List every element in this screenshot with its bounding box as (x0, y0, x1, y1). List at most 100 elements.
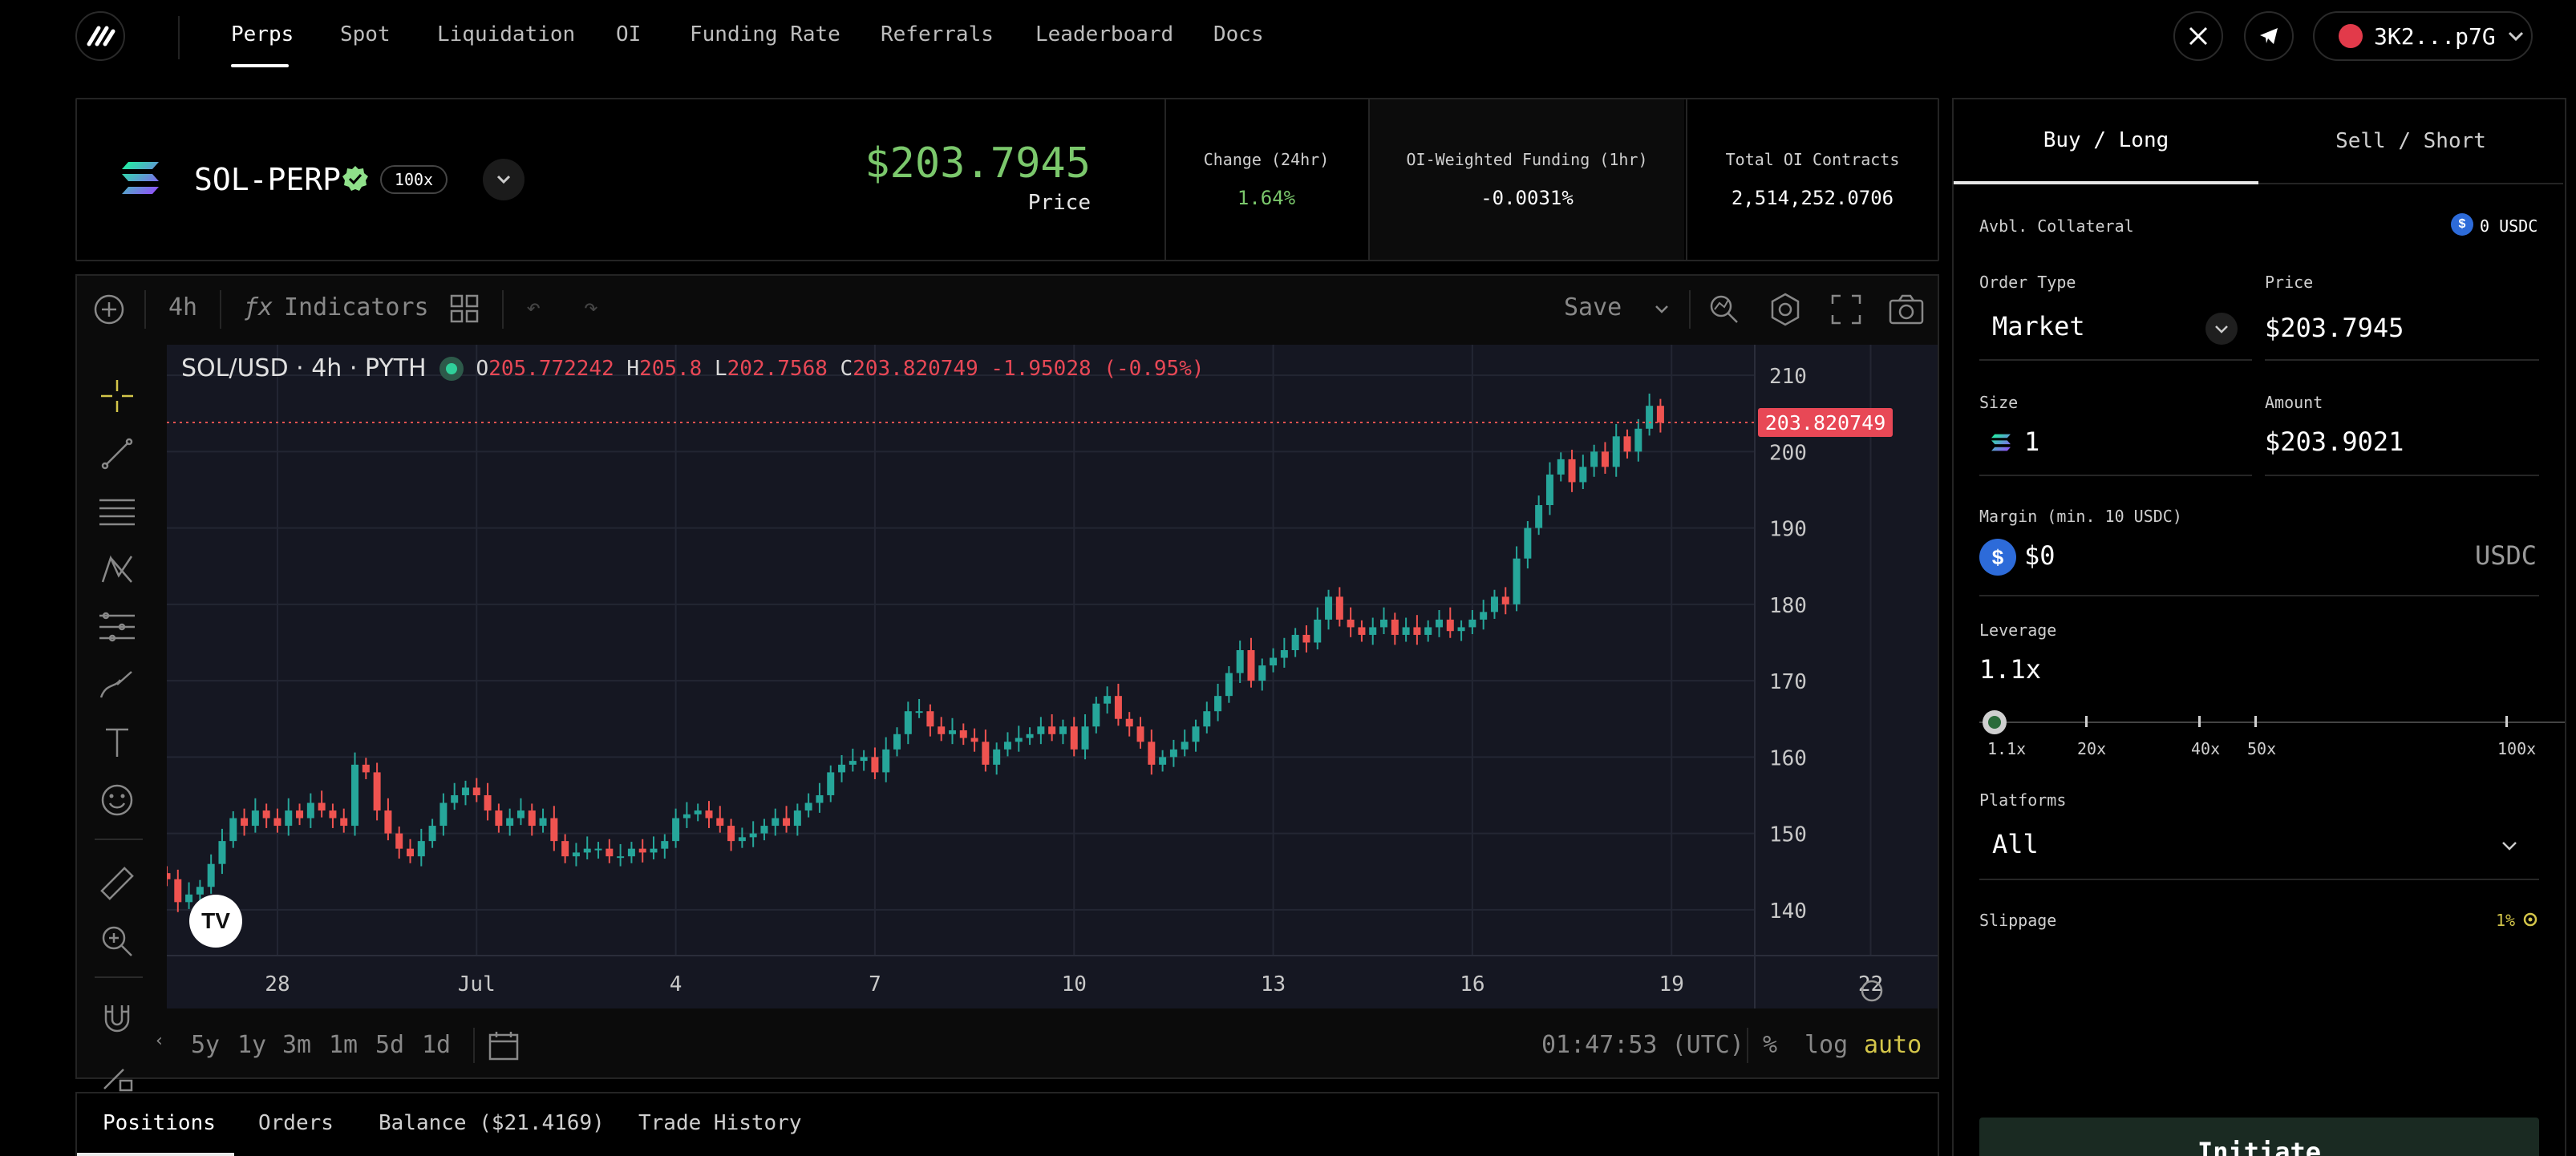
candle-body (1634, 428, 1642, 452)
candle-body (218, 841, 226, 864)
price-chart[interactable]: 203.820749 140 150 160 170 180 190 200 210 28 Jul 4… (163, 345, 2051, 1008)
log-scale-toggle[interactable]: log (1804, 1031, 1849, 1059)
x-twitter-icon[interactable] (2173, 11, 2223, 61)
candle-body (296, 810, 304, 818)
platforms-select[interactable]: All (1979, 821, 2539, 879)
telegram-icon[interactable] (2244, 11, 2294, 61)
lock-drawing-icon[interactable] (95, 1053, 140, 1098)
drawing-tools: ‹ (77, 343, 165, 1092)
margin-input[interactable]: $0 (2024, 540, 2056, 571)
range-3m[interactable]: 3m (282, 1031, 312, 1059)
candle-body (749, 833, 757, 838)
tab-trade-history[interactable]: Trade History (638, 1111, 802, 1135)
leverage-tick-label[interactable]: 50x (2247, 739, 2277, 758)
layout-grid-icon[interactable] (449, 293, 480, 324)
interval-button[interactable]: 4h (168, 293, 198, 321)
redo-icon[interactable]: ↷ (584, 293, 599, 321)
app-logo-icon[interactable] (75, 11, 125, 61)
range-1m[interactable]: 1m (329, 1031, 358, 1059)
initiate-button[interactable]: Initiate (1979, 1118, 2539, 1156)
ruler-icon[interactable] (95, 861, 140, 906)
collapse-toolbar-icon[interactable]: ‹ (154, 1031, 165, 1051)
add-symbol-icon[interactable] (91, 292, 127, 327)
range-5y[interactable]: 5y (191, 1031, 221, 1059)
nav-leaderboard[interactable]: Leaderboard (1035, 22, 1174, 46)
nav-funding-rate[interactable]: Funding Rate (690, 22, 840, 46)
nav-oi[interactable]: OI (616, 22, 642, 46)
candle-body (1446, 619, 1454, 632)
candle-body (860, 757, 868, 762)
candle-body (716, 818, 724, 827)
range-1y[interactable]: 1y (237, 1031, 267, 1059)
nav-perps[interactable]: Perps (231, 22, 294, 46)
horizontal-lines-icon[interactable] (95, 489, 140, 534)
trend-line-icon[interactable] (95, 431, 140, 476)
nav-docs[interactable]: Docs (1213, 22, 1264, 46)
go-to-date-icon[interactable] (488, 1029, 520, 1061)
candle-body (306, 802, 314, 818)
tradingview-logo-icon[interactable]: TV (189, 895, 242, 948)
candle-body (738, 837, 746, 842)
ohlc-values: O205.772242 H205.8 L202.7568 C203.820749… (476, 356, 1205, 381)
candle-body (638, 848, 646, 853)
leverage-tick-label[interactable]: 20x (2077, 739, 2107, 758)
fullscreen-icon[interactable] (1830, 293, 1862, 325)
amount-input[interactable]: $203.9021 (2265, 426, 2404, 457)
chart-panel: 4h ƒx Indicators ↶ ↷ Save ‹ 203.820749 14… (75, 274, 2051, 1092)
quick-search-icon[interactable] (1707, 292, 1740, 325)
brush-icon[interactable] (95, 662, 140, 707)
candle-body (1247, 650, 1255, 681)
leverage-slider-handle[interactable] (1983, 710, 2007, 734)
market-header: SOL-PERP 100x $203.7945 Price Change (24… (75, 98, 1939, 261)
screenshot-camera-icon[interactable] (1888, 293, 1925, 325)
text-tool-icon[interactable] (95, 720, 140, 765)
tab-sell-short[interactable]: Sell / Short (2258, 99, 2563, 184)
auto-scale-toggle[interactable]: auto (1864, 1031, 1922, 1059)
fib-tool-icon[interactable] (95, 604, 140, 649)
leverage-tick-label[interactable]: 1.1x (1987, 739, 2027, 758)
leverage-tick-label[interactable]: 40x (2191, 739, 2221, 758)
indicators-button[interactable]: Indicators (284, 293, 429, 321)
size-input[interactable]: 1 (2024, 426, 2040, 457)
range-1d[interactable]: 1d (422, 1031, 452, 1059)
candle-body (793, 810, 801, 827)
settings-gear-icon[interactable] (2521, 911, 2539, 928)
leverage-tick-label[interactable]: 100x (2497, 739, 2537, 758)
tab-balance[interactable]: Balance ($21.4169) (379, 1111, 605, 1135)
chevron-down-icon[interactable] (1654, 305, 1670, 314)
candle-body (1203, 711, 1211, 727)
order-type-select[interactable]: Market (1979, 301, 2252, 359)
candle-body (606, 848, 614, 857)
chevron-down-icon (496, 175, 511, 184)
undo-icon[interactable]: ↶ (526, 293, 541, 321)
candle-body (926, 711, 934, 727)
candle-body (1258, 665, 1266, 681)
tab-buy-long[interactable]: Buy / Long (1954, 99, 2258, 184)
settings-gear-icon[interactable] (1768, 292, 1803, 327)
market-dropdown-button[interactable] (483, 159, 525, 200)
wallet-button[interactable]: 3K2...p7G (2313, 11, 2533, 61)
crosshair-icon[interactable] (95, 374, 140, 418)
tab-positions[interactable]: Positions (103, 1111, 216, 1135)
range-5d[interactable]: 5d (375, 1031, 405, 1059)
zoom-in-icon[interactable] (95, 919, 140, 964)
nav-spot[interactable]: Spot (340, 22, 391, 46)
magnet-icon[interactable] (95, 996, 140, 1041)
pattern-tool-icon[interactable] (95, 547, 140, 592)
visibility-icon[interactable] (439, 356, 464, 381)
slippage-label: Slippage (1979, 911, 2057, 930)
tab-orders[interactable]: Orders (258, 1111, 334, 1135)
candle-body (1070, 726, 1078, 750)
slippage-value[interactable]: 1% (2496, 911, 2516, 930)
nav-liquidation[interactable]: Liquidation (437, 22, 576, 46)
candle-body (1037, 726, 1045, 734)
candle-body (1092, 703, 1100, 727)
percent-scale-toggle[interactable]: % (1763, 1031, 1778, 1059)
leverage-slider-track[interactable] (1979, 721, 2565, 723)
emoji-icon[interactable] (95, 778, 140, 823)
margin-unit: USDC (2475, 540, 2538, 571)
price-input[interactable]: $203.7945 (2265, 313, 2404, 343)
nav-referrals[interactable]: Referrals (881, 22, 994, 46)
candle-body (1192, 726, 1200, 742)
save-layout-button[interactable]: Save (1564, 293, 1622, 321)
